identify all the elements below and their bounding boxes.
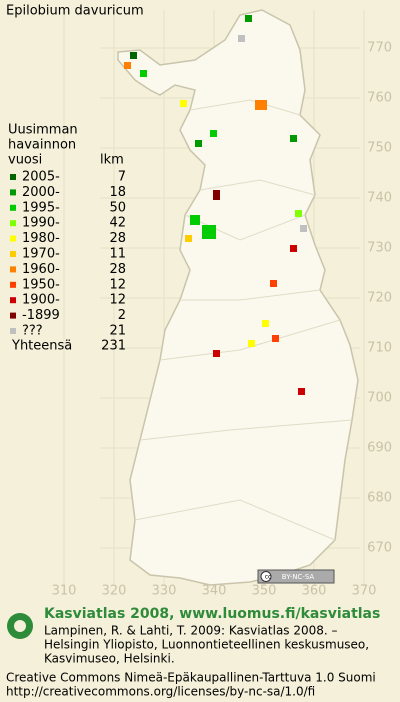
north-label: 710 <box>367 341 392 356</box>
legend-period: 2005- <box>22 170 60 185</box>
legend-count: 11 <box>109 247 126 262</box>
legend-period: 1970- <box>22 247 60 262</box>
observation <box>255 100 267 110</box>
observation <box>185 235 192 242</box>
east-label: 310 <box>52 584 77 599</box>
observation <box>245 15 252 22</box>
legend-count: 12 <box>109 277 126 292</box>
observation <box>180 100 187 107</box>
observation <box>262 320 269 327</box>
north-label: 680 <box>367 491 392 506</box>
legend-period: 2000- <box>22 185 60 200</box>
legend-period: -1899 <box>22 308 60 323</box>
observation-squares <box>124 15 307 395</box>
observation <box>248 340 255 347</box>
legend-total-label: Yhteensä <box>11 339 72 354</box>
observation <box>210 130 217 137</box>
legend-swatch <box>10 235 16 242</box>
legend-period: 1990- <box>22 216 60 231</box>
legend-count: 7 <box>118 170 126 185</box>
legend-swatch <box>10 251 16 257</box>
legend-period: 1900- <box>22 293 60 308</box>
observation <box>290 245 297 252</box>
atlas-title: Kasviatlas 2008, www.luomus.fi/kasviatla… <box>44 606 380 622</box>
observation <box>298 388 305 395</box>
east-label: 370 <box>352 584 377 599</box>
license-url: http://creativecommons.org/licenses/by-n… <box>6 685 315 699</box>
east-label: 360 <box>302 584 327 599</box>
observation <box>270 280 277 287</box>
badge-text: BY-NC-SA <box>282 573 315 581</box>
province-borders <box>134 99 353 541</box>
legend-swatch <box>10 328 16 334</box>
badge-cc: cc <box>265 574 272 581</box>
legend-period: 1995- <box>22 200 60 215</box>
legend-header: vuosi <box>8 153 42 168</box>
legend-count: 28 <box>109 262 126 277</box>
license: Creative Commons Nimeä-Epäkaupallinen-Ta… <box>6 671 376 685</box>
legend-count: 18 <box>109 185 126 200</box>
observation <box>290 135 297 142</box>
north-label: 690 <box>367 441 392 456</box>
legend-count: 21 <box>109 324 126 339</box>
observation <box>195 140 202 147</box>
legend-period: 1960- <box>22 262 60 277</box>
citation: Kasvimuseo, Helsinki. <box>44 652 175 666</box>
legend-count: 28 <box>109 231 126 246</box>
observation <box>213 190 220 200</box>
citation: Helsingin Yliopisto, Luonnontieteellinen… <box>44 638 369 652</box>
legend-header: Uusimman <box>8 123 78 138</box>
legend-swatch <box>10 220 16 227</box>
legend: Uusimman havainnon vuosi lkm Yhteensä 23… <box>8 123 126 354</box>
east-label: 320 <box>102 584 127 599</box>
legend-swatch <box>10 266 16 273</box>
observation <box>295 210 302 217</box>
observation <box>124 62 131 69</box>
legend-period: 1950- <box>22 277 60 292</box>
species-title: Epilobium davuricum <box>6 4 144 19</box>
north-label: 730 <box>367 241 392 256</box>
observation <box>140 70 147 77</box>
north-label: 700 <box>367 391 392 406</box>
legend-period: 1980- <box>22 231 60 246</box>
legend-swatch <box>10 297 16 304</box>
legend-swatch <box>10 189 16 196</box>
observation <box>272 335 279 342</box>
logo-inner <box>14 620 26 632</box>
legend-header: havainnon <box>8 138 76 153</box>
east-label: 330 <box>152 584 177 599</box>
observation <box>190 215 200 225</box>
east-label: 350 <box>252 584 277 599</box>
observation <box>213 350 220 357</box>
cc-badge: cc BY-NC-SA <box>257 569 335 584</box>
legend-count: 42 <box>109 216 126 231</box>
legend-period: ??? <box>22 324 43 339</box>
observation <box>238 35 245 42</box>
north-label: 750 <box>367 141 392 156</box>
legend-count: 50 <box>109 200 126 215</box>
north-label: 760 <box>367 91 392 106</box>
legend-swatch <box>10 281 16 288</box>
north-label: 740 <box>367 191 392 206</box>
logo <box>7 613 33 639</box>
citation: Lampinen, R. & Lahti, T. 2009: Kasviatla… <box>44 624 338 638</box>
legend-count-header: lkm <box>100 153 124 168</box>
legend-count: 12 <box>109 293 126 308</box>
north-label: 770 <box>367 41 392 56</box>
observation <box>202 225 216 239</box>
observation <box>130 52 137 59</box>
legend-count: 2 <box>118 308 126 323</box>
observation <box>300 225 307 232</box>
north-label: 670 <box>367 541 392 556</box>
legend-swatch <box>10 174 16 180</box>
legend-total: 231 <box>101 339 126 354</box>
badge-box <box>257 569 335 584</box>
legend-swatch <box>10 204 16 211</box>
north-label: 720 <box>367 291 392 306</box>
east-label: 340 <box>202 584 227 599</box>
badge-icon <box>260 571 272 582</box>
legend-swatch <box>10 312 16 319</box>
